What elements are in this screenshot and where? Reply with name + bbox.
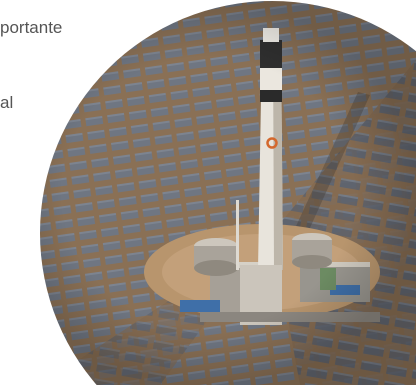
article-text-fragment: portante: [0, 18, 63, 37]
article-text-fragment: al: [0, 93, 14, 112]
